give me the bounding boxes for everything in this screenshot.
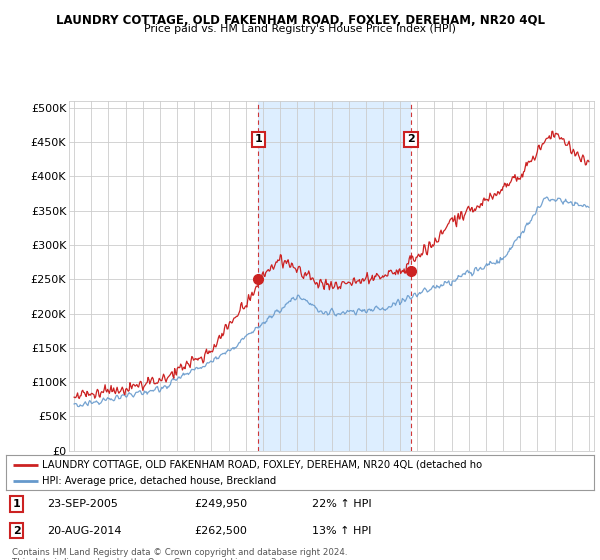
Text: LAUNDRY COTTAGE, OLD FAKENHAM ROAD, FOXLEY, DEREHAM, NR20 4QL: LAUNDRY COTTAGE, OLD FAKENHAM ROAD, FOXL… xyxy=(56,14,545,27)
Text: 1: 1 xyxy=(13,499,20,509)
Text: £262,500: £262,500 xyxy=(194,526,247,535)
Text: £249,950: £249,950 xyxy=(194,499,247,509)
Text: 2: 2 xyxy=(13,526,20,535)
Text: HPI: Average price, detached house, Breckland: HPI: Average price, detached house, Brec… xyxy=(43,475,277,486)
Text: Price paid vs. HM Land Registry's House Price Index (HPI): Price paid vs. HM Land Registry's House … xyxy=(144,24,456,34)
Bar xyxy=(258,101,411,451)
Text: 23-SEP-2005: 23-SEP-2005 xyxy=(47,499,118,509)
Text: 13% ↑ HPI: 13% ↑ HPI xyxy=(312,526,371,535)
Text: 20-AUG-2014: 20-AUG-2014 xyxy=(47,526,122,535)
Text: LAUNDRY COTTAGE, OLD FAKENHAM ROAD, FOXLEY, DEREHAM, NR20 4QL (detached ho: LAUNDRY COTTAGE, OLD FAKENHAM ROAD, FOXL… xyxy=(43,460,482,470)
Text: 1: 1 xyxy=(254,134,262,144)
Text: 2: 2 xyxy=(407,134,415,144)
Text: 22% ↑ HPI: 22% ↑ HPI xyxy=(312,499,371,509)
Text: Contains HM Land Registry data © Crown copyright and database right 2024.
This d: Contains HM Land Registry data © Crown c… xyxy=(12,548,347,560)
